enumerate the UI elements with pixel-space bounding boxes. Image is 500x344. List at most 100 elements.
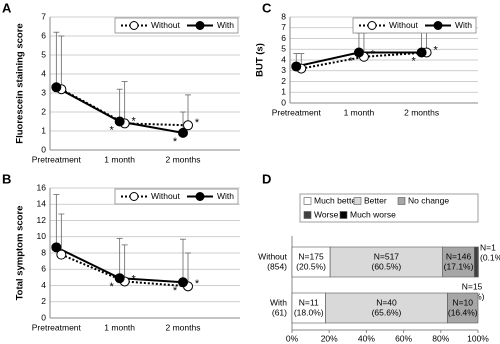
legend-box [114,188,239,205]
y-tick-label: (61) [272,307,287,317]
x-tick-label: 2 months [404,107,439,117]
x-tick-label: 1 month [104,322,135,332]
y-tick-label: 12 [37,215,47,225]
bar-segment [329,246,443,278]
value-label: N=175 [298,251,324,261]
significance-mark: * [411,55,416,67]
legend-swatch [339,211,348,219]
panel-label: B [2,171,11,186]
y-tick-label: 4 [41,280,46,290]
legend-marker [195,21,205,30]
y-tick-label: 5 [41,49,46,59]
data-point [291,61,302,72]
y-tick-label: 0 [281,97,286,107]
legend-label: Much better [314,195,359,205]
series-line [301,51,427,70]
significance-mark: * [195,117,200,129]
significance-mark: * [349,55,354,67]
data-point [56,249,67,260]
legend-marker [195,192,205,201]
legend-label: Without [151,191,180,201]
x-tick-label: 1 month [104,154,135,164]
y-tick-label: 6 [281,33,286,43]
value-label: N=517 [374,251,400,261]
value-label: (0.1%) [480,252,500,262]
significance-mark: * [110,281,115,293]
bar-segment [291,246,331,278]
y-tick-label: 4 [281,54,286,64]
value-label: N=11 [299,297,319,307]
x-tick-label: Pretreatment [32,154,82,164]
legend-box [114,17,239,34]
legend-marker [129,192,139,201]
value-label: N=40 [376,297,397,307]
value-label: (20.5%) [296,261,326,271]
legend-label: With [217,191,234,201]
data-point [178,277,188,288]
y-tick-label: 8 [41,247,46,257]
y-tick-label: Without [258,251,287,261]
legend-box [299,193,479,223]
value-label: (17.1%) [444,261,474,271]
y-tick-label: 14 [37,199,47,209]
y-tick-label: 7 [41,11,46,21]
legend-marker [367,21,377,30]
x-tick-label: 2 months [166,322,201,332]
y-axis-label: Fluorescein staining score [15,23,26,143]
x-tick-label: 40% [358,333,375,343]
legend-box [352,17,477,34]
data-point [51,242,62,253]
y-tick-label: 2 [41,106,46,116]
legend-swatch [303,211,312,219]
data-point [416,47,427,58]
legend-swatch [303,197,312,205]
legend-label: Without [389,20,418,30]
significance-mark: * [195,278,200,290]
value-label: (18.0%) [294,307,324,317]
legend-label: Much worse [350,209,396,219]
y-tick-label: 8 [281,11,286,21]
y-tick-label: 4 [41,68,46,78]
x-tick-label: Pretreatment [32,322,82,332]
data-point [353,47,364,58]
significance-mark: * [132,115,137,127]
y-tick-label: 2 [41,296,46,306]
x-tick-label: 0% [286,333,299,343]
x-tick-label: 20% [321,333,338,343]
bar-segment [325,292,448,324]
y-axis-label: Total symptom score [15,206,26,301]
data-point [114,116,125,127]
y-tick-label: 7 [281,22,286,32]
legend-swatch [397,197,406,205]
bar-segment [447,292,479,324]
x-tick-label: Pretreatment [272,107,322,117]
bar-segment [442,246,475,278]
y-tick-label: 3 [41,87,46,97]
data-point [114,273,125,284]
x-tick-label: 1 month [344,107,375,117]
significance-mark: * [173,136,178,148]
y-tick-label: 16 [37,182,47,192]
bar-segment [474,246,479,278]
x-tick-label: 80% [432,333,449,343]
significance-mark: * [371,49,376,61]
value-label: N=15 [462,281,483,291]
y-tick-label: 10 [37,231,47,241]
legend-label: Worse [314,209,339,219]
significance-mark: * [173,285,178,297]
y-tick-label: 6 [41,30,46,40]
y-tick-label: 5 [281,44,286,54]
y-tick-label: 2 [281,76,286,86]
y-tick-label: (854) [267,261,287,271]
value-label: N=10 [452,297,473,307]
y-axis-label: BUT (s) [255,43,266,77]
y-tick-label: 0 [41,144,46,154]
legend-marker [129,21,139,30]
legend-label: No change [408,195,449,205]
bar-segment [291,292,326,324]
legend-marker [433,21,443,30]
legend-label: Better [364,195,387,205]
y-tick-label: 6 [41,264,46,274]
y-tick-label: With [270,297,287,307]
